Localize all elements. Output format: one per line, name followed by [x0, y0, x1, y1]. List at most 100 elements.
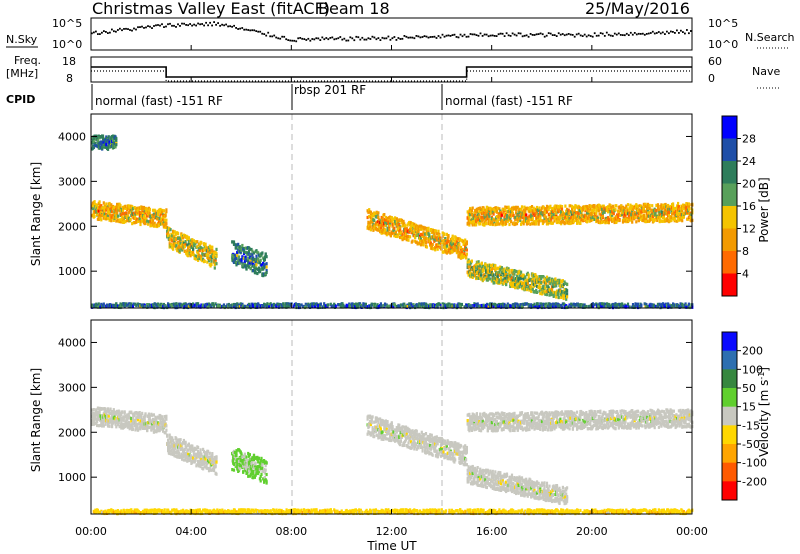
- power-cell: [108, 140, 111, 144]
- power-cell: [197, 253, 200, 257]
- noise-point: [157, 24, 159, 26]
- power-cell: [490, 273, 493, 277]
- power-cell: [459, 238, 462, 242]
- power-cell: [225, 305, 228, 309]
- power-cell: [540, 302, 543, 306]
- power-cell: [625, 204, 628, 208]
- power-cell: [578, 209, 581, 213]
- power-cell: [505, 273, 508, 277]
- power-cell: [369, 228, 372, 232]
- power-cell: [214, 302, 217, 306]
- power-cell: [645, 305, 648, 309]
- power-cell: [131, 205, 134, 209]
- noise-point: [668, 32, 670, 35]
- power-cell: [244, 255, 247, 259]
- power-cell: [620, 204, 623, 208]
- power-cell: [237, 303, 241, 307]
- power-cell: [573, 207, 576, 211]
- power-cell: [434, 305, 438, 309]
- noise-point: [429, 36, 432, 38]
- power-cell: [210, 259, 213, 263]
- power-cell: [528, 214, 531, 218]
- power-cell: [549, 305, 552, 309]
- power-cell: [174, 242, 177, 246]
- power-cell: [520, 222, 523, 226]
- power-cell: [665, 212, 668, 216]
- noise-point: [657, 31, 660, 33]
- noise-point: [672, 31, 674, 33]
- power-cell: [507, 278, 510, 282]
- date-title: 25/May/2016: [585, 0, 690, 18]
- power-cell: [644, 202, 647, 207]
- power-cell: [505, 221, 508, 226]
- noise-point: [253, 29, 256, 32]
- noise-point: [155, 24, 157, 27]
- power-cell: [414, 235, 417, 239]
- power-cell: [115, 143, 118, 147]
- noise-point: [381, 36, 384, 39]
- power-cell: [447, 239, 450, 244]
- power-cell: [245, 258, 248, 263]
- power-cell: [263, 266, 266, 270]
- power-cell: [501, 303, 504, 307]
- power-cell: [109, 205, 112, 209]
- noise-point: [107, 32, 109, 34]
- power-cell: [601, 207, 604, 211]
- power-cell: [664, 202, 667, 207]
- power-cell: [446, 304, 449, 308]
- power-cell: [237, 242, 240, 246]
- power-cell: [191, 242, 194, 246]
- noise-point: [678, 32, 680, 34]
- power-cell: [256, 305, 259, 309]
- noise-point: [311, 38, 314, 40]
- power-cell: [635, 220, 638, 224]
- power-cell: [261, 272, 264, 276]
- power-cell: [598, 212, 601, 216]
- power-cell: [472, 216, 475, 220]
- power-cell: [682, 203, 685, 207]
- noise-point: [487, 35, 490, 38]
- power-cell: [173, 244, 176, 248]
- noise-point: [545, 34, 548, 37]
- power-cell: [94, 305, 97, 309]
- power-cell: [613, 220, 616, 225]
- power-cell: [617, 211, 620, 215]
- noise-point: [493, 35, 496, 37]
- power-cell: [535, 275, 539, 279]
- cpid-segment-2: rbsp 201 RF: [294, 83, 366, 97]
- power-cell: [511, 212, 514, 216]
- power-cell: [493, 281, 496, 285]
- noise-tick-left-top: 10^5: [52, 17, 82, 30]
- power-cell: [470, 259, 473, 263]
- power-cell: [545, 280, 548, 285]
- power-cell: [313, 305, 317, 309]
- power-cell: [177, 245, 180, 249]
- power-cell: [402, 224, 405, 228]
- noise-point: [355, 35, 358, 38]
- power-cell: [538, 219, 541, 223]
- noise-point: [523, 34, 526, 37]
- power-cell: [375, 221, 378, 225]
- power-cell: [492, 210, 495, 214]
- power-cell: [480, 275, 483, 279]
- power-cell: [173, 230, 176, 234]
- power-cell: [676, 210, 679, 214]
- power-cell: [516, 219, 519, 223]
- noise-point: [185, 24, 187, 26]
- power-cell: [451, 240, 454, 244]
- power-cell: [248, 247, 251, 251]
- power-cell: [646, 305, 650, 309]
- power-cell: [560, 207, 564, 211]
- power-cell: [206, 260, 209, 264]
- power-cell: [159, 213, 162, 217]
- power-cell: [466, 260, 469, 264]
- power-cell: [578, 205, 581, 210]
- power-cell: [258, 269, 261, 274]
- power-cell: [573, 304, 576, 309]
- power-cell: [242, 250, 246, 254]
- power-cell: [204, 242, 207, 246]
- power-cell: [422, 243, 425, 247]
- power-cell: [571, 210, 574, 214]
- power-cell: [135, 303, 138, 308]
